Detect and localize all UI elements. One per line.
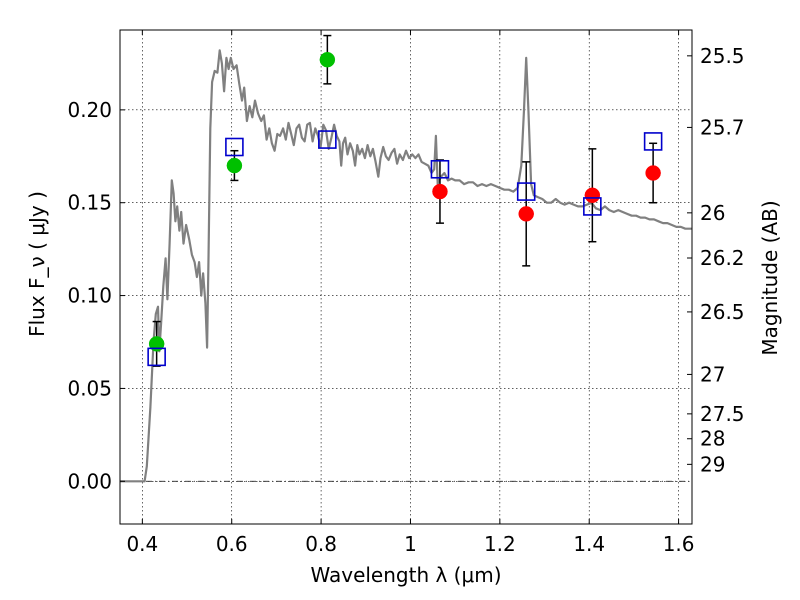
magnitude-tick-label: 26.5 [700,300,745,324]
magnitude-tick-label: 27 [700,362,725,386]
x-tick-label: 1.2 [484,532,516,556]
x-tick-label: 1.6 [663,532,695,556]
magnitude-tick-label: 26 [700,201,725,225]
x-tick-label: 1.4 [573,532,605,556]
y-tick-label: 0.20 [67,98,112,122]
plot-frame [119,29,693,525]
model-square-point [583,197,602,216]
axis-ticks: 0.4 0.6 0.8 1 1.2 1.4 1.6 0.00 0.05 0.10 0.15 0.20 2… [67,30,745,556]
y-tick-label: 0.00 [67,469,112,493]
red-data-point [432,183,448,200]
magnitude-tick-label: 29 [700,452,725,476]
magnitude-tick-label: 25.5 [700,44,745,68]
model-square-point [516,182,536,201]
red-data-point [584,187,601,204]
magnitude-tick-label: 25.7 [700,115,745,139]
model-square-point [643,132,663,151]
x-tick-label: 0.8 [305,532,337,556]
model-spectrum-line [120,49,692,483]
model-spectrum [120,49,692,483]
x-tick-label: 0.6 [216,532,248,556]
model-square-point [225,137,244,157]
y-axis-label: Flux F_ν ( μJy ) [25,191,49,337]
x-axis-label: Wavelength λ (μm) [310,563,501,587]
x-tick-label: 1 [404,532,417,556]
model-square-point [318,130,337,149]
model-square-point [147,347,166,367]
y-axis-right-label: Magnitude (AB) [758,200,782,355]
y-tick-label: 0.05 [67,376,112,400]
y-tick-label: 0.10 [67,284,112,308]
green-data-point [319,51,336,68]
photometry-points [147,34,663,367]
red-data-point [645,165,661,181]
magnitude-tick-label: 27.5 [700,402,745,426]
grid [120,30,692,524]
red-data-point [518,206,534,222]
magnitude-tick-label: 26.2 [700,246,745,270]
y-tick-label: 0.15 [67,191,112,215]
x-tick-label: 0.4 [126,532,158,556]
green-data-point [226,157,243,174]
magnitude-tick-label: 28 [700,427,725,451]
model-square-point [430,159,450,179]
